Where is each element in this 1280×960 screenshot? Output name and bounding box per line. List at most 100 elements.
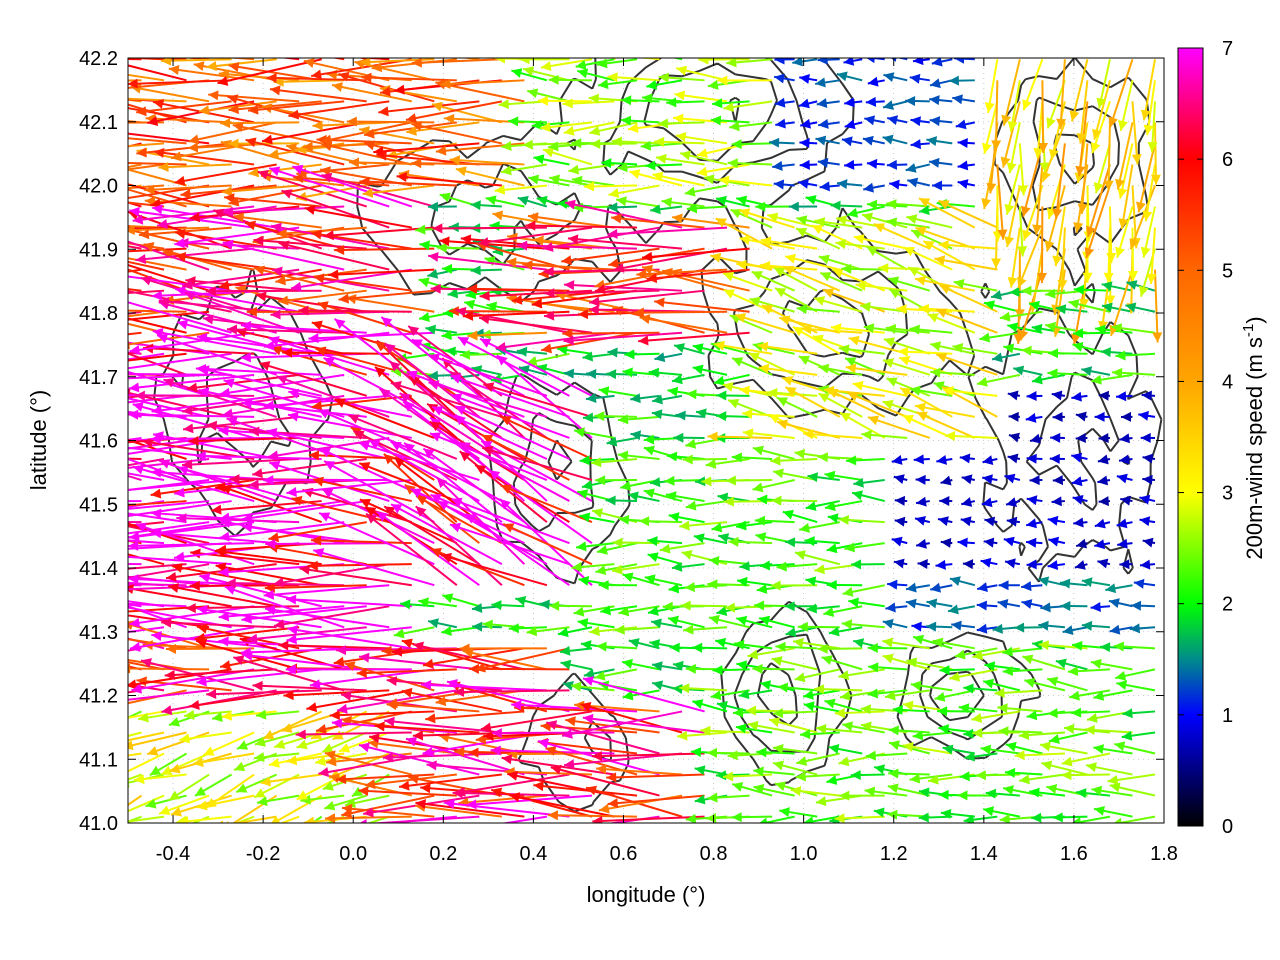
wind-vector [883,337,931,355]
wind-vector [128,815,142,823]
wind-vector [1068,299,1111,313]
wind-vector [797,621,840,632]
wind-vector [819,271,863,292]
wind-vector [799,138,818,148]
wind-vector [848,597,885,608]
wind-vector [936,455,953,465]
y-tick-label: 41.7 [79,367,118,389]
wind-vector [905,95,930,106]
wind-vector [979,331,1021,343]
wind-vector [882,134,908,145]
wind-vector [128,373,210,380]
wind-vector [1002,666,1043,677]
wind-vector [1115,668,1156,681]
wind-vector [1018,143,1028,196]
wind-vector [528,174,570,187]
wind-vector [128,288,142,292]
wind-vector [929,341,976,355]
wind-vector [731,782,773,797]
wind-vector [415,495,503,545]
wind-vector [390,503,503,566]
wind-vector [693,533,728,545]
wind-vector [878,263,930,274]
wind-vector [646,79,683,90]
wind-vector [393,456,480,523]
wind-vector [1119,433,1133,444]
wind-vector [596,58,638,69]
wind-vector [664,475,705,486]
wind-vector [784,253,840,271]
y-tick-label: 41.1 [79,749,118,771]
wind-vector [1032,164,1044,235]
wind-vector [630,393,660,404]
wind-vector [344,661,435,692]
wind-vector [949,668,998,682]
wind-vector [1026,391,1043,402]
wind-vector [549,174,593,187]
wind-vector [128,309,187,313]
wind-vector [952,94,975,105]
wind-vector [1115,350,1156,361]
wind-vector [745,705,795,716]
wind-vector [627,491,660,503]
wind-vector [276,374,390,418]
wind-vector [140,658,255,692]
wind-vector [717,58,728,61]
wind-vector [647,552,683,566]
wind-vector [594,668,638,681]
wind-vector [263,394,390,411]
wind-vector [1090,101,1111,154]
wind-vector [873,222,931,250]
wind-vector [235,773,278,793]
y-tick-label: 41.4 [79,558,118,580]
wind-vector [954,647,998,660]
wind-vector [334,398,435,439]
wind-vector [1024,677,1066,692]
wind-vector [651,661,683,672]
wind-vector [673,432,705,443]
wind-vector [742,428,795,439]
wind-vector [621,658,660,671]
wind-vector [846,205,885,218]
wind-vector [128,500,187,507]
wind-vector [531,119,570,130]
wind-vector [918,812,953,823]
wind-vector [481,434,570,481]
wind-vector [757,341,818,355]
wind-vector [1052,143,1066,220]
wind-vector [1109,782,1156,797]
wind-vector [1060,600,1088,611]
wind-vector [1025,518,1043,529]
wind-vector [324,750,413,776]
wind-vector [838,514,885,525]
wind-vector [133,773,187,785]
wind-vector [611,136,660,147]
wind-vector [519,58,570,65]
wind-vector [698,58,750,65]
wind-vector [845,363,908,376]
wind-vector [668,512,705,524]
wind-vector [957,537,975,548]
wind-vector [886,377,931,397]
wind-vector [718,175,773,187]
wind-vector [454,405,570,460]
wind-vector [999,310,1043,322]
wind-vector [128,665,142,671]
wind-vector [1067,666,1111,677]
wind-vector [731,452,773,463]
wind-vector [930,367,975,378]
wind-vector [1131,101,1142,165]
wind-vector [128,322,165,334]
wind-vector [347,414,458,460]
wind-vector [336,689,457,714]
wind-vector [934,689,976,702]
wind-vector [491,728,615,739]
wind-vector [747,720,795,734]
wind-vector [1002,646,1043,657]
wind-vector [312,476,412,503]
wind-vector [498,99,547,110]
wind-vector [651,409,683,420]
wind-vector [496,354,593,439]
wind-vector [324,794,368,811]
wind-vector [128,563,187,570]
